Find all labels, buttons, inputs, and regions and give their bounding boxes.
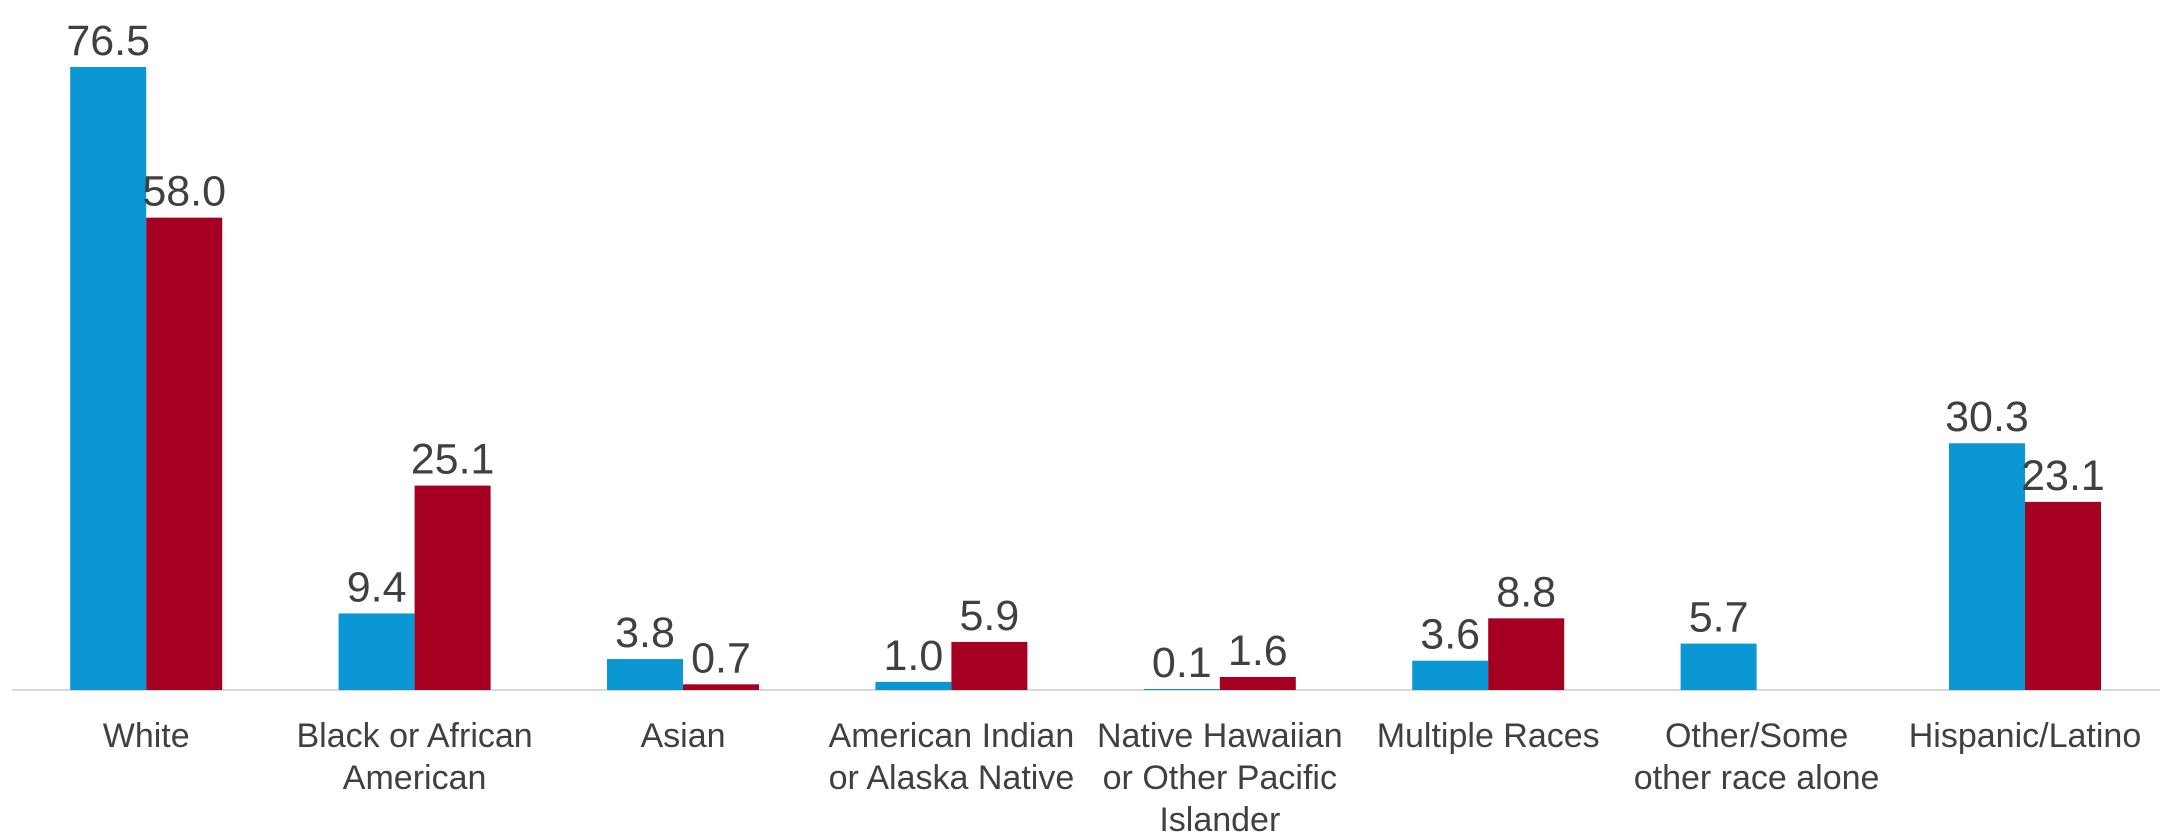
data-label-series2-0: 58.0	[142, 168, 226, 216]
bar-series1-5	[1412, 660, 1489, 690]
data-label-series1-5: 3.6	[1420, 611, 1480, 659]
data-label-series1-0: 76.5	[66, 17, 150, 65]
bar-series1-4	[1143, 689, 1220, 690]
bar-series2-5	[1488, 618, 1565, 690]
data-label-series2-4: 1.6	[1228, 627, 1288, 675]
bar-series2-1	[414, 485, 491, 690]
category-label-6: Other/Some other race alone	[1634, 717, 1880, 797]
data-label-series2-2: 0.7	[691, 634, 751, 682]
data-label-series2-1: 25.1	[411, 436, 495, 484]
category-label-0: White	[103, 717, 190, 755]
bar-series1-7	[1949, 443, 2025, 690]
bar-series1-1	[338, 613, 415, 690]
data-label-series1-6: 5.7	[1689, 594, 1749, 642]
bar-series2-4	[1219, 676, 1296, 690]
data-label-series1-4: 0.1	[1152, 639, 1212, 687]
bar-series1-6	[1680, 643, 1757, 690]
category-label-1: Black or African American	[296, 717, 532, 797]
category-label-3: American Indian or Alaska Native	[829, 717, 1075, 797]
bar-series2-0	[146, 217, 223, 690]
data-label-series2-3: 5.9	[960, 592, 1020, 640]
data-label-series1-7: 30.3	[1945, 393, 2029, 441]
category-label-5: Multiple Races	[1377, 717, 1600, 755]
bars-group	[70, 67, 2101, 690]
bar-series1-3	[875, 681, 952, 690]
category-label-4: Native Hawaiian or Other Pacific Islander	[1097, 717, 1343, 835]
bar-series1-0	[70, 67, 147, 690]
category-label-7: Hispanic/Latino	[1909, 717, 2141, 755]
data-label-series2-5: 8.8	[1496, 568, 1556, 616]
bar-series2-2	[683, 684, 759, 690]
data-label-series1-3: 1.0	[884, 632, 944, 680]
data-label-series1-2: 3.8	[615, 609, 675, 657]
bar-series1-2	[607, 659, 683, 690]
category-labels-group: White Black or African American Asian Americ…	[103, 717, 2142, 835]
data-label-series2-7: 23.1	[2021, 452, 2105, 500]
value-labels-group: 76.5 58.0 9.4 25.1 3.8 0.7 1.0 5.9 0.1 1.6 3.6 8.8 5…	[66, 17, 2105, 687]
bar-series2-7	[2025, 501, 2101, 690]
category-label-2: Asian	[640, 717, 725, 755]
data-label-series1-1: 9.4	[347, 563, 407, 611]
bar-series2-3	[951, 641, 1028, 690]
